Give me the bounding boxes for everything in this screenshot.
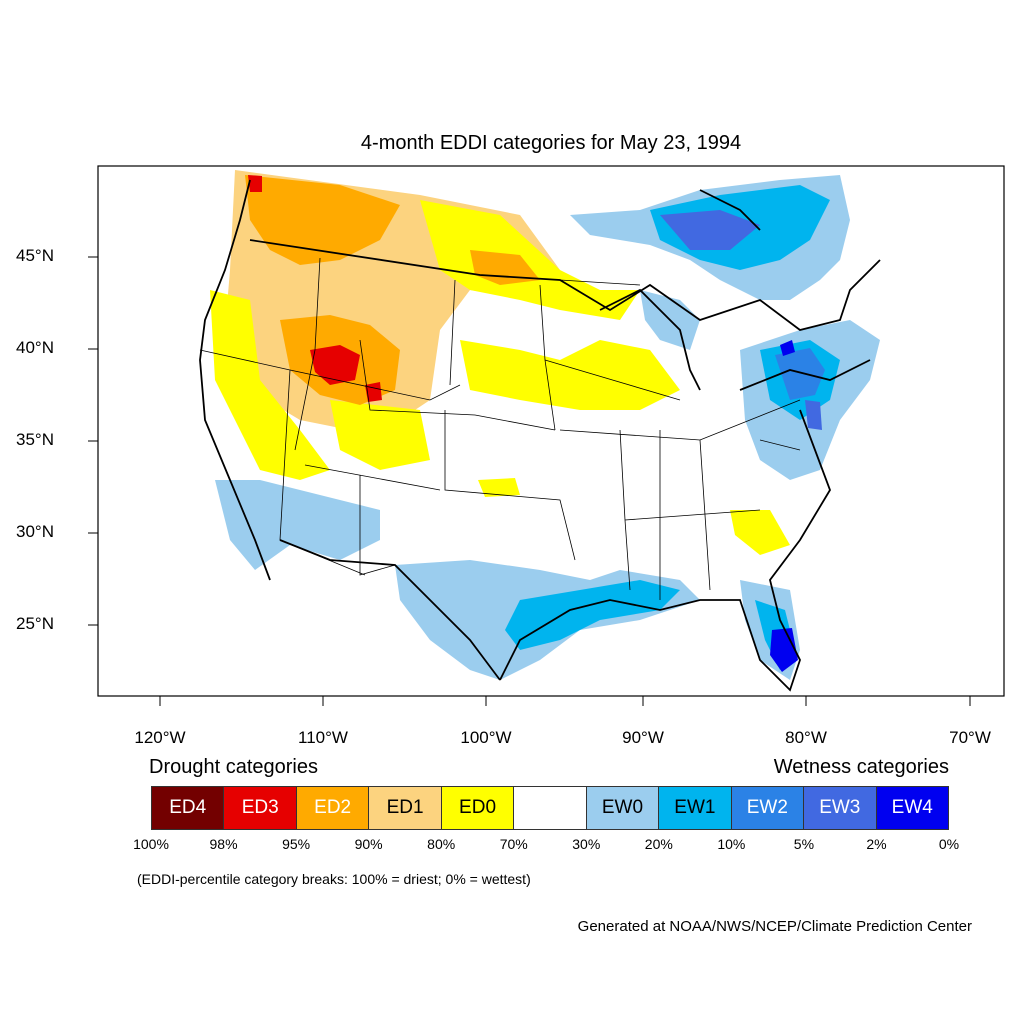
region-ed3-utah: [310, 345, 360, 385]
legend-note: (EDDI-percentile category breaks: 100% =…: [137, 871, 531, 887]
legend-break-label: 95%: [282, 836, 311, 852]
region-ed3-idaho: [248, 175, 262, 192]
region-ed0-north: [420, 200, 640, 320]
legend-swatch-ed2: ED2: [296, 787, 370, 829]
lat-label-45: 45°N: [16, 246, 54, 265]
drought-heading: Drought categories: [149, 756, 318, 778]
credit-line: Generated at NOAA/NWS/NCEP/Climate Predi…: [577, 918, 972, 935]
legend-break-label: 100%: [133, 836, 169, 852]
region-ed0-plains: [460, 340, 680, 410]
legend-break-label: 20%: [644, 836, 673, 852]
state-boundaries: [199, 179, 881, 692]
category-regions: [210, 170, 880, 680]
legend-break-label: 70%: [499, 836, 528, 852]
legend-swatch-ed4: ED4: [152, 787, 225, 829]
lon-label-80: 80°W: [785, 728, 827, 747]
region-ed0-south: [330, 400, 430, 470]
region-ew0-southwest: [215, 480, 380, 570]
legend-break-label: 80%: [427, 836, 456, 852]
legend-swatch-ew4: EW4: [876, 787, 948, 829]
region-ed2-northwest: [245, 175, 400, 265]
legend-break-label: 5%: [793, 836, 815, 852]
legend-break-label: 90%: [354, 836, 383, 852]
lat-label-25: 25°N: [16, 614, 54, 633]
region-ew2-superior: [660, 210, 760, 250]
legend-bar: ED4 ED3 ED2 ED1 ED0 EW0 EW1 EW2 EW3 EW4: [151, 786, 949, 830]
wetness-heading: Wetness categories: [773, 756, 949, 778]
legend-break-label: 98%: [209, 836, 238, 852]
legend-swatch-neutral: [514, 787, 587, 829]
lat-label-40: 40°N: [16, 338, 54, 357]
legend-break-label: 2%: [866, 836, 887, 852]
legend-break-label: 10%: [717, 836, 746, 852]
map-border: [97, 165, 1005, 697]
legend-swatch-ew3: EW3: [804, 787, 877, 829]
region-ed0-carolina: [730, 510, 790, 555]
legend-swatch-ew0: EW0: [586, 787, 660, 829]
lon-label-120: 120°W: [134, 728, 186, 747]
region-ew2-midatlantic: [775, 348, 825, 400]
legend-swatch-ew1: EW1: [659, 787, 732, 829]
region-ed0-texas-panhandle: [478, 478, 520, 497]
region-ew4-ny: [780, 340, 795, 356]
legend-swatch-ed0: ED0: [441, 787, 515, 829]
legend-swatch-ew2: EW2: [731, 787, 805, 829]
lon-label-70: 70°W: [949, 728, 991, 747]
legend-break-label: 0%: [938, 836, 960, 852]
lon-label-100: 100°W: [460, 728, 512, 747]
legend-swatch-ed1: ED1: [369, 787, 442, 829]
lat-label-30: 30°N: [16, 522, 54, 541]
region-ed0-west: [210, 290, 330, 480]
region-ew3-dc: [805, 400, 822, 430]
axis-ticks: [88, 256, 971, 706]
legend-swatch-ed3: ED3: [224, 787, 297, 829]
region-ew1-gulf: [505, 580, 680, 650]
lat-label-35: 35°N: [16, 430, 54, 449]
legend-break-label: 30%: [572, 836, 601, 852]
map-title: 4-month EDDI categories for May 23, 1994: [360, 132, 742, 154]
lon-label-110: 110°W: [298, 728, 348, 747]
lon-label-90: 90°W: [622, 728, 664, 747]
region-ew4-florida: [770, 628, 798, 672]
